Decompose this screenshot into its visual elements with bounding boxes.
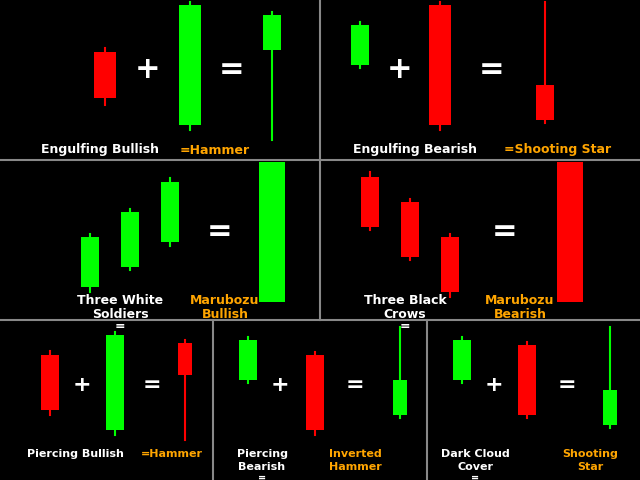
Text: Inverted: Inverted: [328, 449, 381, 459]
Bar: [453, 340, 471, 380]
Bar: [557, 162, 583, 302]
Text: Engulfing Bearish: Engulfing Bearish: [353, 144, 477, 156]
Text: =Hammer: =Hammer: [141, 449, 203, 459]
Bar: [401, 202, 419, 257]
Text: +: +: [135, 56, 161, 84]
Text: +: +: [271, 375, 289, 395]
Bar: [441, 237, 459, 292]
Bar: [81, 237, 99, 287]
Bar: [518, 345, 536, 415]
Text: =: =: [557, 375, 576, 395]
Text: Piercing Bullish: Piercing Bullish: [27, 449, 124, 459]
Text: +: +: [73, 375, 92, 395]
Text: Shooting: Shooting: [562, 449, 618, 459]
Bar: [239, 340, 257, 380]
Text: Star: Star: [577, 462, 603, 472]
Text: +: +: [387, 56, 413, 84]
Text: =: =: [219, 56, 245, 84]
Text: =: =: [258, 473, 266, 480]
Text: =Shooting Star: =Shooting Star: [504, 144, 612, 156]
Bar: [178, 343, 192, 375]
Bar: [603, 390, 617, 425]
Bar: [263, 15, 281, 50]
Bar: [259, 162, 285, 302]
Text: Cover: Cover: [457, 462, 493, 472]
Text: Bearish: Bearish: [493, 308, 547, 321]
Bar: [179, 5, 201, 125]
Bar: [161, 182, 179, 242]
Text: =: =: [479, 56, 505, 84]
Text: Dark Cloud: Dark Cloud: [440, 449, 509, 459]
Bar: [106, 335, 124, 430]
Bar: [306, 355, 324, 430]
Bar: [429, 5, 451, 125]
Text: Marubozu: Marubozu: [190, 293, 260, 307]
Text: Crows: Crows: [384, 308, 426, 321]
Text: =: =: [400, 320, 410, 333]
Text: =Hammer: =Hammer: [180, 144, 250, 156]
Text: Three White: Three White: [77, 293, 163, 307]
Bar: [393, 380, 407, 415]
Bar: [41, 355, 59, 410]
Text: Three Black: Three Black: [364, 293, 446, 307]
Text: =: =: [143, 375, 161, 395]
Text: Engulfing Bullish: Engulfing Bullish: [41, 144, 159, 156]
Text: =: =: [471, 473, 479, 480]
Text: =: =: [346, 375, 364, 395]
Text: =: =: [115, 320, 125, 333]
Bar: [361, 177, 379, 227]
Bar: [94, 52, 116, 98]
Text: Piercing: Piercing: [237, 449, 287, 459]
Text: Bullish: Bullish: [202, 308, 248, 321]
Text: =: =: [207, 217, 233, 247]
Bar: [536, 85, 554, 120]
Text: Hammer: Hammer: [328, 462, 381, 472]
Text: +: +: [484, 375, 503, 395]
Bar: [351, 25, 369, 65]
Text: Soldiers: Soldiers: [92, 308, 148, 321]
Text: Marubozu: Marubozu: [485, 293, 555, 307]
Bar: [121, 212, 139, 267]
Text: Bearish: Bearish: [239, 462, 285, 472]
Text: =: =: [492, 217, 518, 247]
